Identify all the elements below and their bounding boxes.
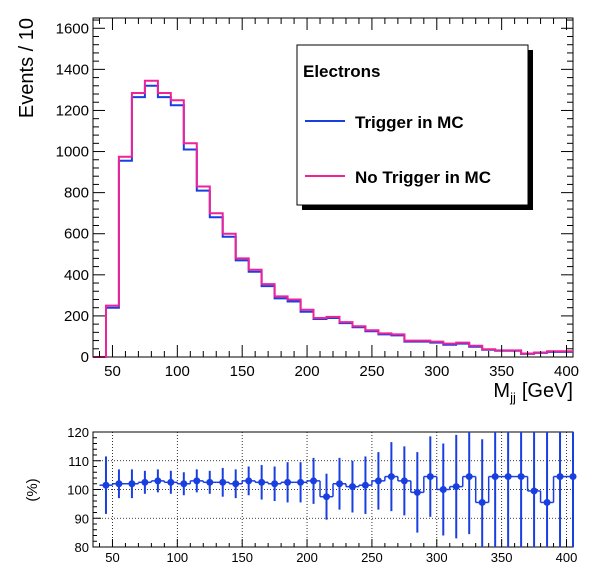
main-y-axis-ticks: 0 200 400 600 800 1000 1200 1400 1600 [56,19,573,366]
legend-box [296,44,529,206]
ratio-point [348,483,356,491]
main-x-axis-ticks: 50 100 150 200 250 300 350 400 [98,18,579,380]
ratio-point [219,478,227,486]
y-tick-label: 1400 [56,61,89,78]
y-axis-title: Events / 10 [16,18,38,118]
ratio-point [530,487,538,495]
y-tick-label: 1000 [56,144,89,161]
ratio-point [426,473,434,481]
ratio-y-axis-ticks: 80 90 100 110 120 [67,425,101,555]
ratio-point [439,486,447,493]
ratio-y-tick-label: 110 [68,454,89,469]
main-histogram-panel: 50 100 150 200 250 300 350 400 0 200 400 600 800 100… [16,17,579,405]
ratio-point [128,480,136,488]
ratio-x-tick-label: 250 [361,550,383,565]
x-tick-label: 200 [295,363,320,380]
ratio-x-tick-label: 200 [296,550,318,565]
x-tick-label: 350 [489,363,514,380]
ratio-point [245,477,253,485]
y-tick-label: 200 [64,308,89,325]
y-tick-label: 400 [64,267,89,284]
ratio-points [99,432,577,547]
ratio-point [167,478,175,486]
ratio-point [154,477,162,485]
ratio-x-axis-ticks: 50 100 150 200 250 300 350 400 [98,539,578,565]
ratio-point [543,498,551,506]
ratio-point [504,473,512,481]
series-no-trigger-in-mc [93,79,573,358]
y-tick-label: 1200 [56,102,89,119]
ratio-y-tick-label: 100 [67,483,89,498]
ratio-point [478,498,486,506]
legend-label-trigger: Trigger in MC [355,113,464,132]
ratio-point [180,480,188,488]
ratio-point [323,493,331,501]
x-tick-label: 50 [104,363,121,380]
ratio-x-tick-label: 50 [105,550,119,565]
ratio-point [115,480,123,488]
ratio-y-tick-label: 90 [75,511,89,526]
ratio-point [335,480,343,488]
ratio-point [193,477,201,485]
ratio-point [232,480,240,488]
ratio-point [141,478,149,486]
ratio-point [297,478,305,486]
x-tick-label: 400 [554,363,579,380]
ratio-point [400,477,408,485]
ratio-point [465,473,473,481]
ratio-y-tick-label: 120 [67,425,89,440]
x-axis-title: Mjj [GeV] [493,380,573,405]
x-tick-label: 300 [424,363,449,380]
ratio-point [374,477,382,485]
y-tick-label: 0 [81,349,89,366]
ratio-x-tick-label: 150 [231,550,253,565]
ratio-point [556,473,564,481]
y-tick-label: 600 [64,226,89,243]
y-tick-label: 800 [64,185,89,202]
ratio-x-tick-label: 400 [556,550,578,565]
ratio-x-tick-label: 300 [426,550,448,565]
legend-label-no-trigger: No Trigger in MC [355,168,491,187]
ratio-point [517,473,525,481]
histogram-lines [93,79,573,358]
legend-title: Electrons [303,62,380,81]
ratio-point [258,478,266,486]
ratio-point [206,478,214,486]
ratio-point [569,473,577,481]
ratio-point [271,480,279,488]
x-tick-label: 100 [165,363,190,380]
x-tick-label: 250 [359,363,384,380]
ratio-point [452,483,460,491]
x-axis-title-main: M [493,380,510,402]
x-axis-title-sub: jj [509,390,516,405]
ratio-y-tick-label: 80 [75,540,89,555]
x-axis-title-unit: [GeV] [522,380,573,402]
ratio-x-tick-label: 100 [166,550,188,565]
y-tick-label: 1600 [56,20,89,37]
ratio-point [102,481,110,489]
ratio-point [413,488,421,496]
ratio-point [387,473,395,481]
legend: Electrons Trigger in MC No Trigger in MC [296,44,533,210]
ratio-x-tick-label: 350 [491,550,513,565]
ratio-point [361,481,369,489]
ratio-y-axis-title: (%) [24,478,41,501]
ratio-point [310,477,318,485]
ratio-point [284,478,292,486]
x-tick-label: 150 [230,363,255,380]
ratio-point [491,473,499,481]
ratio-panel: 50 100 150 200 250 300 350 400 80 90 100 110 120 (%… [24,425,577,565]
